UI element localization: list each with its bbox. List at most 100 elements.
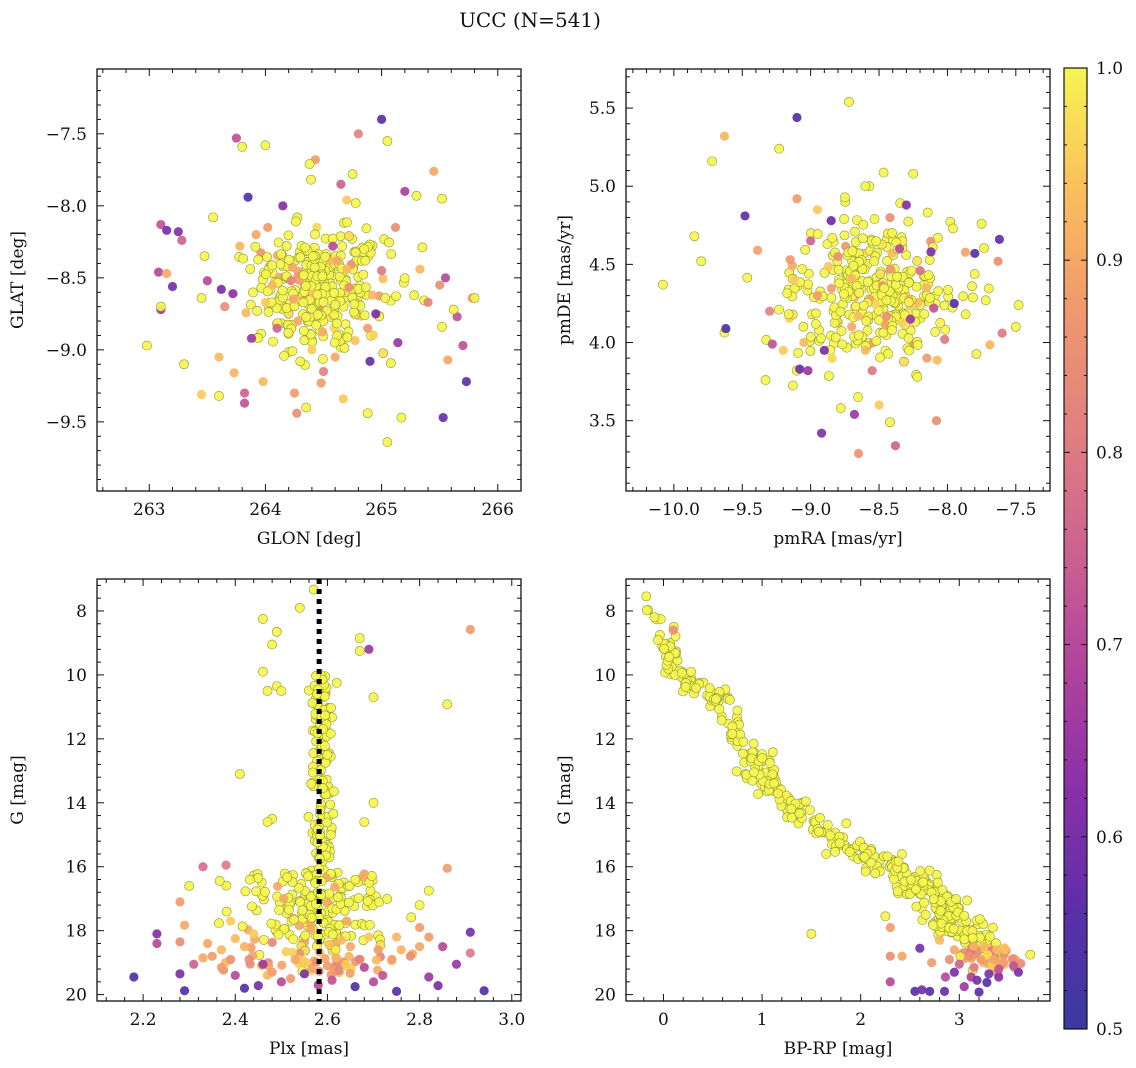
data-point <box>312 309 323 320</box>
data-point <box>331 678 342 688</box>
data-point <box>976 954 986 965</box>
data-point <box>897 951 907 961</box>
data-point <box>391 986 402 997</box>
data-point <box>363 323 373 333</box>
y-tick-label: −9.5 <box>46 413 87 433</box>
data-point <box>812 229 823 239</box>
data-point <box>306 912 317 923</box>
data-point <box>306 924 316 934</box>
y-axis-label: G [mag] <box>555 755 575 824</box>
data-point <box>196 389 207 400</box>
data-point <box>905 314 916 324</box>
x-tick-label: 2.4 <box>222 1010 249 1030</box>
data-point <box>686 666 696 677</box>
y-tick-label: 16 <box>65 858 87 878</box>
data-point <box>267 280 278 290</box>
data-point <box>918 877 929 887</box>
data-point <box>815 812 825 823</box>
data-point <box>826 292 837 303</box>
data-point <box>226 954 236 965</box>
y-tick-label: 14 <box>65 794 87 814</box>
data-point <box>433 981 443 991</box>
data-point <box>830 846 841 857</box>
data-point <box>912 256 923 266</box>
data-point <box>350 982 360 992</box>
data-point <box>283 904 294 915</box>
data-point <box>1010 321 1021 332</box>
data-point <box>203 938 213 949</box>
data-point <box>337 241 348 252</box>
data-point <box>248 287 258 298</box>
data-point <box>152 929 162 939</box>
x-tick-label: 2.2 <box>130 1010 157 1030</box>
data-point <box>251 230 261 240</box>
data-point <box>258 666 268 677</box>
data-point <box>290 216 301 227</box>
panel-plx-g: 2.2 2.4 2.6 2.8 3.0 8 10 12 14 16 18 20 Plx [mas] G [… <box>8 578 525 1059</box>
data-point <box>716 715 727 726</box>
data-point <box>792 112 802 123</box>
data-point <box>937 884 948 895</box>
data-point <box>350 874 361 885</box>
data-point <box>373 945 383 955</box>
data-point <box>458 340 468 351</box>
data-point <box>949 945 959 955</box>
data-point <box>830 332 841 343</box>
data-point <box>312 289 323 300</box>
data-point <box>922 353 932 363</box>
data-point <box>274 905 285 915</box>
data-point <box>234 769 245 779</box>
data-point <box>959 982 969 992</box>
data-point <box>960 309 971 320</box>
data-point <box>237 141 248 152</box>
data-point <box>971 349 982 359</box>
data-point <box>858 233 868 244</box>
data-point <box>382 136 393 146</box>
data-point <box>328 786 339 797</box>
data-point <box>318 297 329 308</box>
data-point <box>940 324 951 335</box>
colorbar: 0.5 0.6 0.7 0.8 0.9 1.0 <box>1063 59 1123 1040</box>
data-point <box>915 866 926 877</box>
data-point <box>320 251 331 262</box>
data-point <box>262 286 273 297</box>
data-point <box>435 280 445 290</box>
colorbar-tick-label: 0.8 <box>1096 443 1123 463</box>
data-point <box>906 265 917 276</box>
data-point <box>285 974 296 984</box>
data-point <box>378 970 388 981</box>
data-point <box>322 817 332 828</box>
data-point <box>175 897 185 907</box>
x-tick-label: −10.0 <box>648 500 700 520</box>
data-point <box>284 254 294 265</box>
data-point <box>721 323 731 334</box>
data-point <box>985 340 995 350</box>
y-tick-label: 16 <box>594 858 616 878</box>
y-axis-label: pmDE [mas/yr] <box>555 215 575 345</box>
data-point <box>336 935 346 945</box>
data-point <box>812 291 823 301</box>
colorbar-tick-label: 1.0 <box>1096 59 1123 79</box>
data-point <box>749 767 759 778</box>
data-point <box>288 934 299 945</box>
data-point <box>344 951 354 962</box>
data-point <box>922 283 932 293</box>
data-point <box>871 336 882 346</box>
data-point <box>328 808 339 819</box>
data-point <box>983 283 994 294</box>
data-point <box>954 959 964 969</box>
data-point <box>844 96 854 107</box>
data-point <box>354 633 365 644</box>
data-point <box>879 283 890 294</box>
data-point <box>424 932 434 942</box>
data-point <box>719 131 730 141</box>
data-point <box>451 959 462 969</box>
data-point <box>244 954 254 965</box>
data-point <box>792 194 802 204</box>
data-point <box>883 348 894 359</box>
data-point <box>378 274 388 284</box>
data-point <box>152 938 162 949</box>
data-point <box>414 900 425 910</box>
data-point <box>740 211 750 221</box>
